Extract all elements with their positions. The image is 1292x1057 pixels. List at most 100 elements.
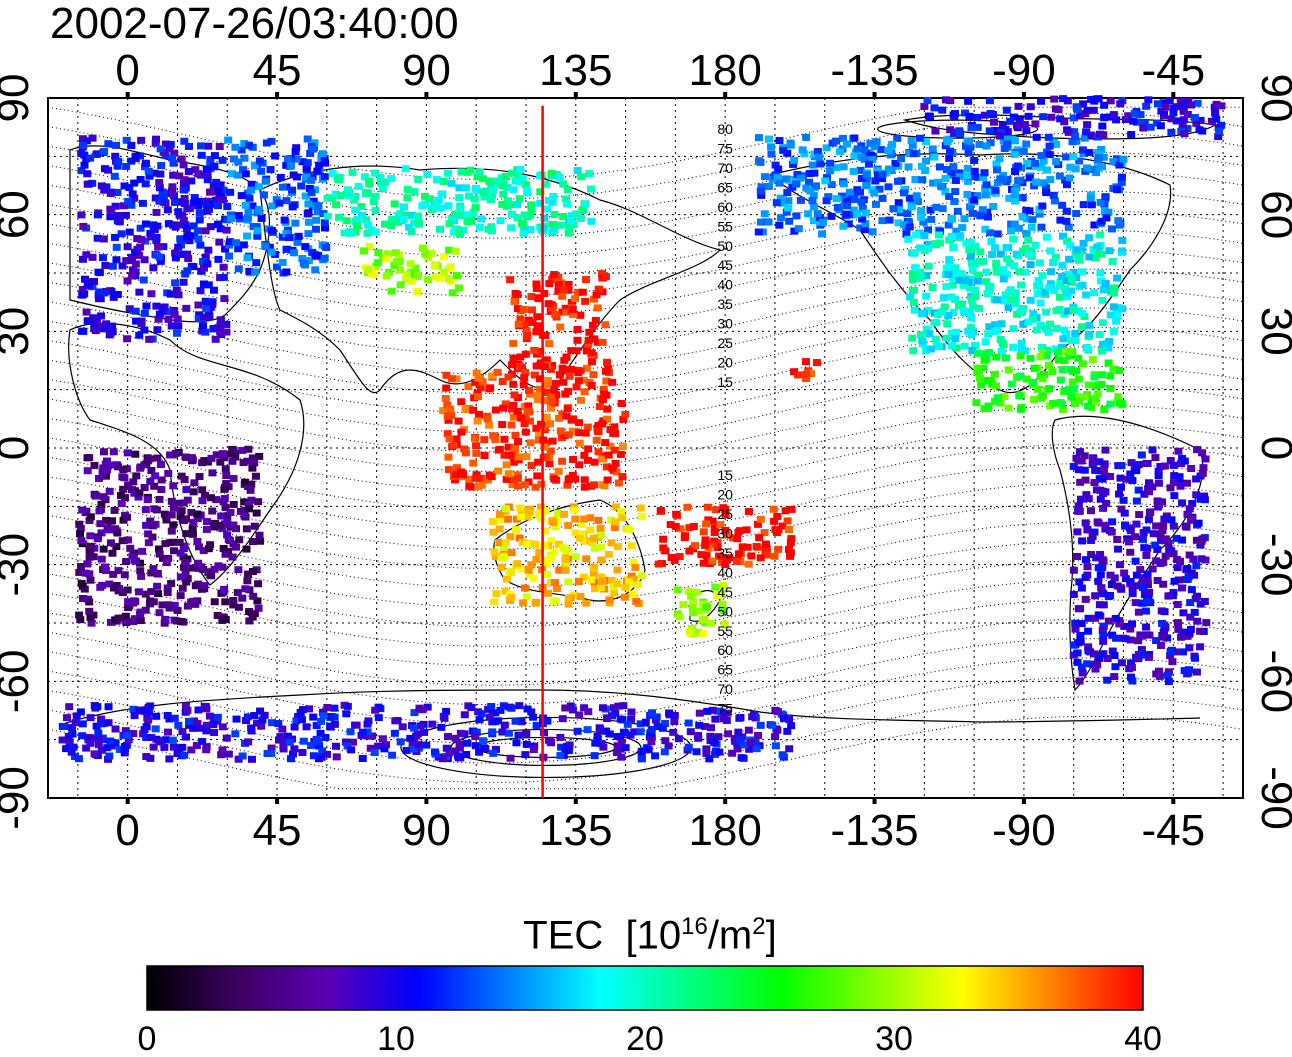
tec-marker: [169, 521, 178, 529]
tec-marker: [675, 553, 684, 561]
tec-marker: [1134, 486, 1143, 494]
tec-marker: [857, 174, 866, 182]
tec-marker: [1109, 365, 1118, 373]
tec-marker: [282, 229, 291, 237]
tec-marker: [967, 192, 976, 200]
tec-marker: [1149, 530, 1158, 538]
tec-marker: [541, 507, 550, 515]
tec-marker: [1099, 557, 1108, 565]
tec-marker: [962, 239, 971, 247]
tec-marker: [1037, 152, 1046, 160]
tec-marker: [599, 455, 608, 463]
tec-marker: [489, 528, 498, 536]
tec-marker: [983, 208, 992, 216]
tec-marker: [604, 451, 613, 459]
colorbar-title-text: TEC: [523, 913, 604, 958]
tec-marker: [891, 159, 900, 167]
tec-marker: [757, 183, 766, 191]
tec-marker: [215, 187, 224, 195]
tec-marker: [502, 505, 511, 513]
tec-marker: [222, 320, 231, 328]
tec-marker: [220, 585, 229, 593]
tec-marker: [169, 743, 178, 751]
tec-marker: [434, 196, 443, 204]
tec-marker: [779, 714, 788, 722]
tec-marker: [1106, 571, 1115, 579]
tec-marker: [607, 539, 616, 547]
tec-marker: [1198, 535, 1207, 543]
tec-marker: [276, 733, 285, 741]
tec-marker: [688, 604, 697, 612]
tec-marker: [394, 212, 403, 220]
tec-marker: [79, 142, 88, 150]
tec-marker: [207, 454, 216, 462]
tec-marker: [282, 197, 291, 205]
tec-marker: [1059, 95, 1068, 103]
tec-marker: [502, 475, 511, 483]
tec-marker: [178, 250, 187, 258]
tec-marker: [614, 479, 623, 487]
tec-marker: [388, 751, 397, 759]
tec-marker: [167, 511, 176, 519]
tec-marker: [446, 405, 455, 413]
tec-marker: [928, 284, 937, 291]
tec-marker: [924, 245, 933, 253]
tec-marker: [621, 410, 630, 418]
tec-marker: [83, 454, 92, 462]
tec-marker: [717, 708, 726, 716]
tec-marker: [1202, 619, 1211, 627]
tec-marker: [734, 528, 743, 536]
tec-marker: [574, 288, 583, 296]
tec-marker: [124, 198, 133, 206]
tec-marker: [475, 748, 484, 756]
tec-marker: [238, 166, 247, 174]
tec-marker: [1165, 97, 1174, 105]
tec-marker: [506, 754, 515, 762]
tec-marker: [1193, 446, 1202, 454]
tec-marker: [1217, 102, 1226, 110]
tec-marker: [79, 222, 88, 230]
tec-marker: [878, 175, 887, 183]
tec-marker: [686, 728, 695, 736]
tec-marker: [527, 201, 536, 209]
tec-marker: [410, 219, 419, 227]
tec-marker: [1144, 653, 1153, 661]
tec-marker: [1200, 496, 1209, 504]
tec-marker: [487, 182, 496, 190]
tec-marker: [320, 155, 329, 163]
tec-marker: [628, 590, 637, 598]
tec-marker: [158, 601, 167, 609]
tec-marker: [964, 97, 973, 105]
tec-marker: [208, 507, 217, 515]
tec-marker: [136, 224, 145, 232]
tec-marker: [460, 711, 469, 719]
tec-marker: [154, 545, 163, 553]
tec-marker: [247, 180, 256, 188]
tec-marker: [1066, 287, 1075, 295]
tec-marker: [532, 598, 541, 606]
tec-marker: [456, 230, 465, 238]
tec-marker: [1038, 202, 1047, 210]
tec-marker: [202, 200, 211, 208]
tec-marker: [202, 305, 211, 313]
tec-marker: [558, 410, 567, 418]
tec-marker: [1154, 667, 1163, 675]
tec-marker: [491, 553, 500, 561]
tec-marker: [510, 476, 519, 484]
tec-marker: [798, 146, 807, 154]
tec-marker: [94, 729, 103, 737]
tec-marker: [597, 573, 606, 581]
tec-marker: [1030, 182, 1039, 190]
tec-marker: [1017, 339, 1026, 347]
tec-marker: [275, 199, 284, 207]
tec-marker: [1166, 647, 1175, 655]
tec-marker: [1072, 274, 1081, 282]
tec-marker: [207, 303, 216, 311]
tec-marker: [182, 733, 191, 741]
tec-marker: [918, 310, 927, 318]
tec-marker: [955, 276, 964, 284]
tec-marker: [945, 236, 954, 244]
tec-marker: [960, 215, 969, 223]
tec-marker: [1031, 159, 1040, 167]
tec-marker: [1015, 116, 1024, 124]
